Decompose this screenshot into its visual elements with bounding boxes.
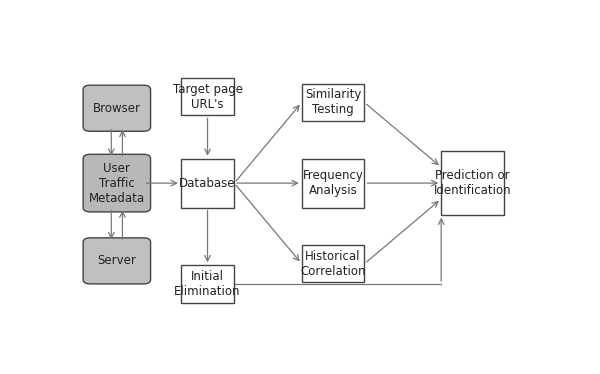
Bar: [302, 245, 364, 282]
Text: Browser: Browser: [93, 102, 141, 115]
Text: Server: Server: [97, 254, 136, 267]
Bar: [302, 84, 364, 121]
Bar: [441, 151, 504, 215]
Text: User
Traffic
Metadata: User Traffic Metadata: [89, 162, 145, 205]
Text: Historical
Correlation: Historical Correlation: [301, 250, 366, 278]
Bar: [181, 265, 234, 303]
Text: Prediction or
Identification: Prediction or Identification: [434, 169, 511, 197]
FancyBboxPatch shape: [83, 238, 151, 284]
FancyBboxPatch shape: [83, 85, 151, 131]
Bar: [181, 159, 234, 208]
Text: Database: Database: [179, 177, 236, 190]
Text: Initial
Elimination: Initial Elimination: [174, 270, 241, 298]
Bar: [181, 78, 234, 116]
Bar: [302, 159, 364, 208]
Text: Target page
URL's: Target page URL's: [173, 83, 242, 111]
Text: Frequency
Analysis: Frequency Analysis: [302, 169, 364, 197]
Text: Similarity
Testing: Similarity Testing: [305, 89, 361, 116]
FancyBboxPatch shape: [83, 154, 151, 212]
